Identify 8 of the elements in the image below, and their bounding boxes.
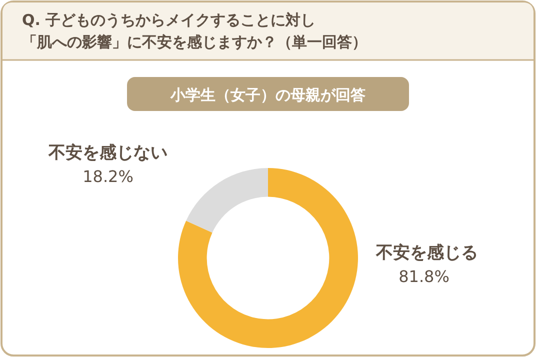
donut-slice [186,168,268,233]
data-label: 18.2% [82,167,134,186]
chart-title: Q. 子どものうちからメイクすることに対し「肌への影響」に不安を感じますか？（単一回答） [22,11,367,51]
data-label: 81.8% [398,267,450,286]
chart-subtitle: 小学生（女子）の母親が回答 [170,86,366,104]
donut-slice [178,168,358,348]
slice-label: 不安を感じる [375,243,478,263]
slice-label: 不安を感じない [48,143,168,163]
